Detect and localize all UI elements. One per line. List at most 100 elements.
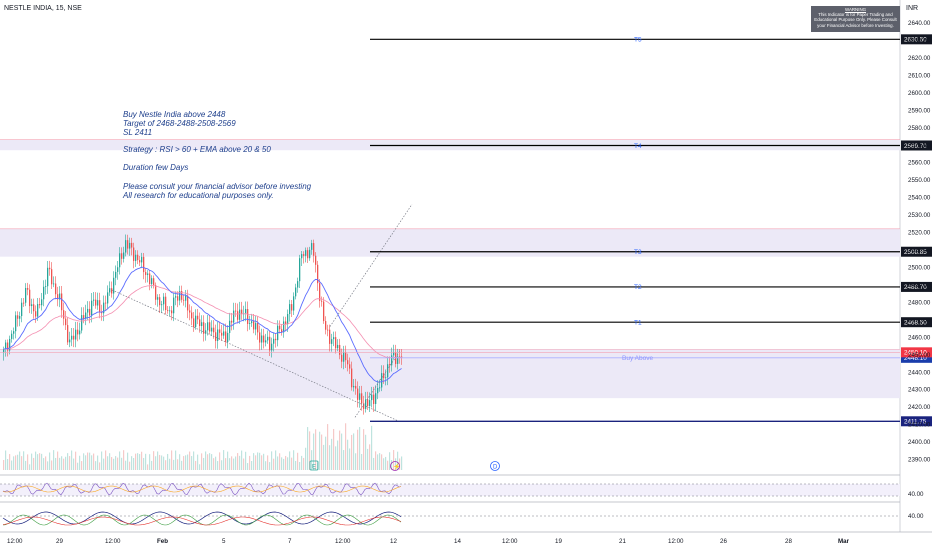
x-tick-label: Feb [157,538,168,545]
candle-body [327,329,329,331]
candle-body [125,240,127,253]
candle-body [323,301,325,322]
volume-bar [55,457,57,470]
event-label: D [493,465,498,471]
candle-body [335,337,337,349]
x-tick-label: 12:00 [335,538,351,545]
rsi-line [2,482,402,496]
volume-bar [345,423,347,470]
candle-body [15,315,17,332]
y-tick-label: 2580.00 [908,125,931,132]
y-tick-label: 2470.00 [908,317,931,324]
candle-body [109,288,111,293]
candle-body [381,373,383,388]
candle-body [251,321,253,324]
candle-body [129,242,131,249]
y-tick-label: 2430.00 [908,387,931,394]
y-tick-label: 2610.00 [908,72,931,79]
volume-bar [399,458,401,470]
candle-body [7,342,9,351]
candle-body [147,273,149,275]
candle-body [255,323,257,330]
candle-body [293,296,295,311]
candle-body [181,290,183,300]
volume-bar [311,450,313,470]
candle-body [367,399,369,406]
volume-bar [255,455,257,470]
volume-bar [145,453,147,470]
candle-body [141,256,143,263]
candle-body [151,278,153,285]
volume-bar [215,456,217,470]
candle-body [261,335,263,343]
volume-bar [45,456,47,470]
level-value-badge [901,281,932,292]
candle-body [83,315,85,319]
volume-bar [295,460,297,470]
x-tick-label: 29 [56,538,63,545]
volume-bar [91,455,93,470]
note-targets: Target of 2468-2488-2508-2569 [123,119,236,128]
event-label: ⚡ [393,463,400,471]
y-tick-label: 2490.00 [908,282,931,289]
candle-body [269,336,271,351]
price-zone [0,349,900,399]
y-tick-label: 2560.00 [908,160,931,167]
candle-body [245,309,247,314]
volume-bar [41,453,43,470]
candle-body [315,255,317,265]
event-marker [490,461,500,471]
volume-bar [93,453,95,470]
volume-bar [321,434,323,470]
volume-bar [279,453,281,470]
candle-body [165,296,167,310]
candle-body [159,297,161,306]
volume-bar [113,458,115,470]
volume-bar [309,431,311,470]
adx-line [2,511,402,525]
rsi-signal-line [2,485,402,493]
volume-bar [97,455,99,470]
volume-bar [173,459,175,470]
volume-bar [51,460,53,470]
candle-body [347,360,349,365]
candle-body [377,387,379,394]
level-value-badge [901,317,932,328]
volume-bar [35,451,37,470]
volume-bar [169,458,171,470]
currency-label: INR [906,5,919,12]
volume-bar [201,453,203,470]
candle-body [55,283,57,295]
volume-bar [127,452,129,470]
event-label: E [312,465,316,471]
trendline-upper [329,204,413,327]
candle-body [201,322,203,327]
candle-body [61,293,63,311]
volume-bar [53,450,55,470]
volume-bar [27,454,29,470]
volume-bar [395,458,397,470]
candle-body [175,296,177,298]
candle-body [225,331,227,342]
y-tick-label: 2510.00 [908,247,931,254]
volume-bar [211,454,213,470]
volume-bar [239,455,241,470]
candle-body [373,394,375,404]
volume-bar [285,455,287,470]
volume-bar [219,452,221,470]
volume-bar [249,455,251,470]
x-tick-label: 12 [390,538,397,545]
candle-body [287,314,289,325]
volume-bar [89,452,91,470]
trendline-entry [354,350,401,418]
volume-bar [377,454,379,470]
volume-bar [325,436,327,470]
volume-bar [39,453,41,470]
candle-body [41,299,43,306]
volume-bar [147,464,149,470]
volume-bar [81,461,83,470]
candle-body [193,318,195,327]
candle-body [93,299,95,301]
volume-bar [175,450,177,470]
